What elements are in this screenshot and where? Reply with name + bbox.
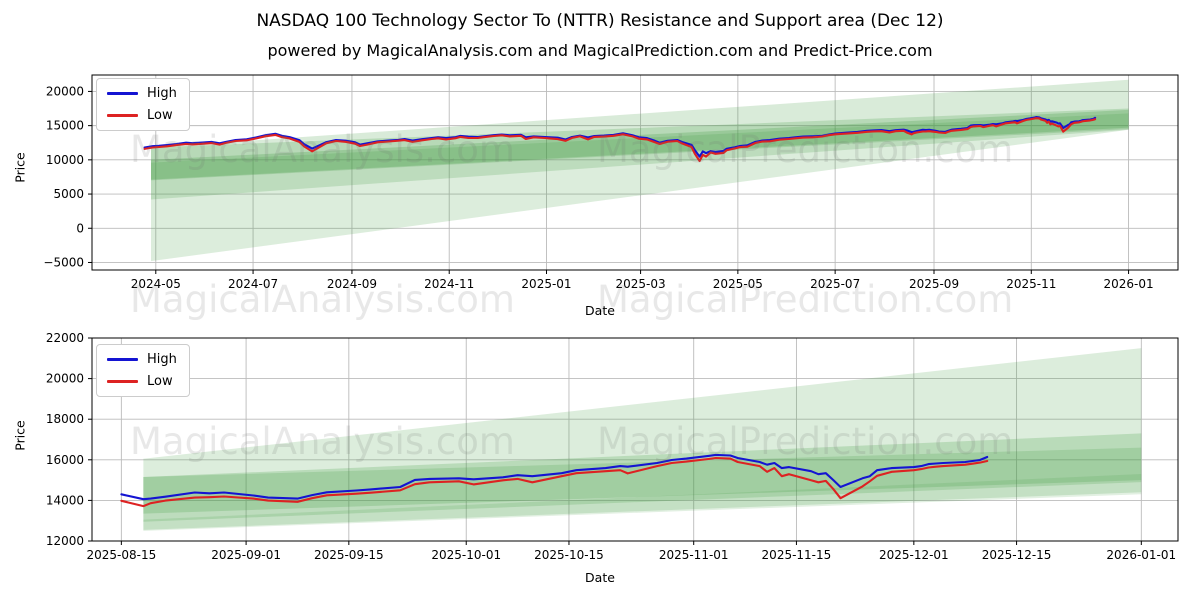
high-line (120, 453, 989, 501)
x-tick-label: 2025-10-01 (431, 548, 501, 562)
figure-subtitle: powered by MagicalAnalysis.com and Magic… (267, 41, 933, 60)
support-resistance-bands (143, 348, 1142, 531)
x-tick-label: 2025-12-01 (879, 548, 949, 562)
band-area (143, 433, 1142, 514)
x-tick-label: 2024-09 (327, 277, 377, 291)
x-tick-label: 2025-11-01 (659, 548, 729, 562)
x-tick-label: 2025-03 (616, 277, 666, 291)
y-tick-label: 15000 (46, 119, 84, 133)
band-area (151, 109, 1129, 180)
x-tick-label: 2024-07 (228, 277, 278, 291)
legend-label: Low (147, 374, 173, 389)
legend-item: Low (107, 108, 177, 123)
x-tick-label: 2024-05 (131, 277, 181, 291)
x-tick-label: 2025-11 (1006, 277, 1056, 291)
y-tick-label: 5000 (53, 187, 84, 201)
x-tick-label: 2025-05 (713, 277, 763, 291)
band-area (143, 348, 1142, 530)
x-tick-label: 2025-09-01 (211, 548, 281, 562)
tick-labels: 2025-08-15 2025-09-01 2025-09-15 2025-10-01… (46, 331, 1176, 562)
y-tick-label: 0 (76, 221, 84, 235)
y-axis-label-bottom: Price (12, 420, 28, 451)
x-tick-label: 2025-07 (810, 277, 860, 291)
legend-swatch (107, 114, 138, 117)
x-tick-label: 2025-10-15 (534, 548, 604, 562)
ticks (88, 90, 1130, 274)
grid (92, 75, 1178, 270)
y-tick-label: 12000 (46, 534, 84, 548)
x-tick-label: 2026-01 (1103, 277, 1153, 291)
band-area (143, 474, 1142, 531)
legend-swatch (107, 358, 138, 361)
legend-bottom-chart: High Low (96, 344, 190, 397)
x-axis-label-bottom: Date (585, 570, 615, 585)
y-tick-label: 16000 (46, 453, 84, 467)
bottom-chart: 2025-08-15 2025-09-01 2025-09-15 2025-10-01… (46, 331, 1179, 562)
low-line (143, 117, 1097, 163)
y-axis-label-top: Price (12, 152, 28, 183)
y-tick-label: 20000 (46, 372, 84, 386)
legend-label: High (147, 352, 177, 367)
legend-item: Low (107, 374, 177, 389)
y-tick-label: 18000 (46, 412, 84, 426)
legend-swatch (107, 380, 138, 383)
x-tick-label: 2026-01-01 (1106, 548, 1176, 562)
x-tick-label: 2024-11 (424, 277, 474, 291)
x-tick-label: 2025-12-15 (982, 548, 1052, 562)
legend-item: High (107, 352, 177, 367)
legend-top-chart: High Low (96, 78, 190, 131)
legend-swatch (107, 92, 138, 95)
x-tick-label: 2025-08-15 (86, 548, 156, 562)
legend-label: High (147, 86, 177, 101)
legend-item: High (107, 86, 177, 101)
x-tick-label: 2025-09-15 (314, 548, 384, 562)
x-tick-label: 2025-01 (521, 277, 571, 291)
plot-border (91, 74, 1179, 271)
band-area (151, 108, 1129, 181)
y-tick-label: 22000 (46, 331, 84, 345)
top-chart: 2024-05 2024-07 2024-09 2024-11 2025-01 2025-… (43, 74, 1179, 291)
x-tick-label: 2025-09 (909, 277, 959, 291)
ticks (88, 337, 1142, 545)
figure-title: NASDAQ 100 Technology Sector To (NTTR) R… (256, 11, 944, 31)
legend-label: Low (147, 108, 173, 123)
support-resistance-bands (151, 79, 1129, 262)
y-tick-label: 20000 (46, 84, 84, 98)
band-area (151, 113, 1129, 262)
x-axis-label-top: Date (585, 303, 615, 318)
y-tick-label: 10000 (46, 153, 84, 167)
y-tick-label: −5000 (43, 255, 84, 269)
tick-labels: 2024-05 2024-07 2024-09 2024-11 2025-01 2025-… (43, 84, 1153, 291)
band-area (143, 447, 1142, 522)
y-tick-label: 14000 (46, 493, 84, 507)
low-line (120, 456, 989, 508)
plot-border (91, 337, 1179, 542)
x-tick-label: 2025-11-15 (762, 548, 832, 562)
